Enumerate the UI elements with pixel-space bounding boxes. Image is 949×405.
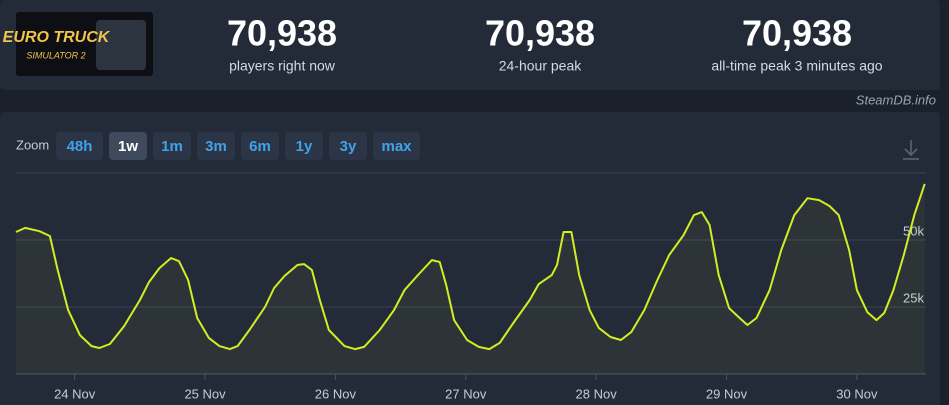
download-head bbox=[904, 148, 918, 157]
logo-subtitle: SIMULATOR 2 bbox=[26, 50, 85, 60]
zoom-button[interactable]: 48h bbox=[56, 132, 103, 160]
zoom-button[interactable]: 1m bbox=[153, 132, 191, 160]
zoom-button-label: 1y bbox=[296, 138, 313, 155]
zoom-button-label: 1m bbox=[161, 138, 183, 155]
zoom-button-label: 48h bbox=[67, 138, 93, 155]
zoom-button-bg bbox=[241, 132, 279, 160]
x-tick-label: 26 Nov bbox=[315, 386, 357, 401]
stat-value: 70,938 bbox=[485, 13, 595, 54]
download-icon[interactable] bbox=[903, 140, 919, 160]
watermark: SteamDB.info bbox=[856, 92, 936, 107]
zoom-button[interactable]: 1w bbox=[109, 132, 147, 160]
y-tick-label: 25k bbox=[903, 290, 924, 305]
zoom-button[interactable]: 3m bbox=[197, 132, 235, 160]
zoom-button-bg bbox=[153, 132, 191, 160]
stat-value: 70,938 bbox=[227, 13, 337, 54]
zoom-button[interactable]: 6m bbox=[241, 132, 279, 160]
x-tick-label: 24 Nov bbox=[54, 386, 96, 401]
zoom-button-bg bbox=[56, 132, 103, 160]
stat-label: all-time peak 3 minutes ago bbox=[711, 58, 882, 74]
zoom-button-label: 3y bbox=[340, 138, 357, 155]
logo-truck bbox=[96, 20, 146, 70]
stat-label: players right now bbox=[229, 58, 336, 74]
stat-value: 70,938 bbox=[742, 13, 852, 54]
zoom-button-label: 6m bbox=[249, 138, 271, 155]
logo: EURO TRUCK SIMULATOR 2 bbox=[3, 12, 153, 76]
x-tick-label: 28 Nov bbox=[576, 386, 618, 401]
zoom-button-bg bbox=[373, 132, 420, 160]
zoom-button[interactable]: 3y bbox=[329, 132, 367, 160]
zoom-button-bg bbox=[197, 132, 235, 160]
zoom-button-bg bbox=[285, 132, 323, 160]
zoom-button-bg bbox=[109, 132, 147, 160]
stats-panel bbox=[0, 0, 940, 90]
x-tick-label: 27 Nov bbox=[445, 386, 487, 401]
logo-title: EURO TRUCK bbox=[3, 29, 111, 46]
x-tick-label: 25 Nov bbox=[184, 386, 226, 401]
zoom-button[interactable]: 1y bbox=[285, 132, 323, 160]
zoom-button[interactable]: max bbox=[373, 132, 420, 160]
x-tick-label: 29 Nov bbox=[706, 386, 748, 401]
zoom-button-bg bbox=[329, 132, 367, 160]
zoom-button-label: 3m bbox=[205, 138, 227, 155]
zoom-label: Zoom bbox=[16, 137, 49, 152]
stat-label: 24-hour peak bbox=[499, 58, 583, 74]
chart-panel bbox=[0, 112, 940, 405]
area-fill bbox=[16, 183, 925, 374]
zoom-button-label: 1w bbox=[118, 138, 138, 155]
zoom-button-label: max bbox=[381, 138, 412, 155]
line bbox=[15, 183, 926, 351]
x-tick-label: 30 Nov bbox=[836, 386, 878, 401]
